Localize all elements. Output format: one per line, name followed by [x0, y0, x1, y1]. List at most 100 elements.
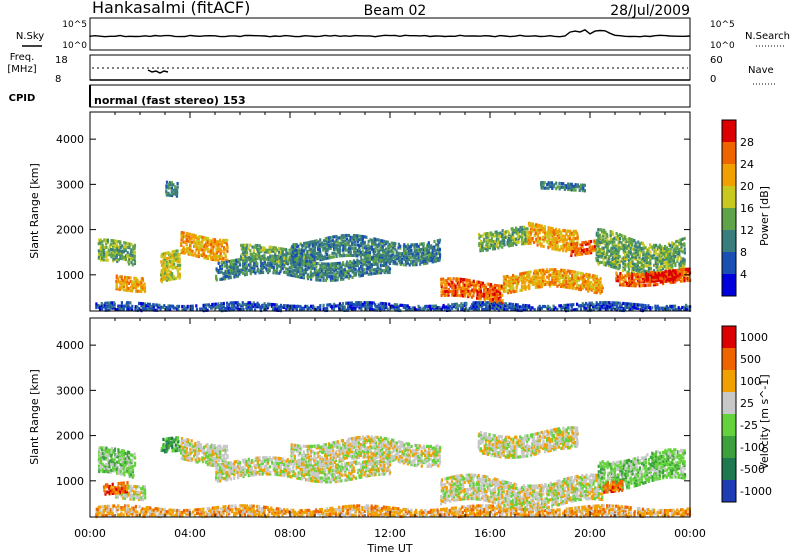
power-echo-cell [452, 304, 455, 308]
power-echo-cell [244, 249, 247, 253]
power-echo-cell [126, 308, 129, 312]
power-echo-cell [546, 306, 549, 310]
power-echo-cell [620, 257, 623, 261]
power-echo-cell [159, 307, 162, 311]
power-echo-cell [431, 249, 434, 253]
power-echo-cell [483, 239, 486, 243]
power-echo-cell [299, 275, 302, 279]
power-echo-cell [113, 248, 116, 252]
power-echo-cell [226, 301, 229, 305]
power-echo-cell [481, 294, 484, 298]
power-echo-cell [147, 304, 150, 308]
power-cells [95, 180, 692, 313]
power-echo-cell [258, 256, 261, 261]
power-echo-cell [160, 271, 163, 275]
power-echo-cell [561, 275, 564, 280]
power-echo-cell [556, 235, 559, 239]
power-echo-cell [295, 269, 298, 273]
power-echo-cell [331, 304, 334, 308]
power-echo-cell [497, 246, 500, 250]
power-echo-cell [405, 261, 408, 265]
power-echo-cell [297, 269, 300, 273]
power-echo-cell [523, 225, 526, 229]
power-echo-cell [583, 285, 586, 289]
power-echo-cell [340, 307, 343, 311]
power-echo-cell [193, 239, 196, 243]
power-echo-cell [629, 274, 632, 278]
power-echo-cell [265, 250, 268, 254]
power-echo-cell [400, 257, 403, 261]
power-echo-cell [469, 291, 472, 295]
power-echo-cell [550, 183, 553, 187]
power-echo-cell [201, 235, 204, 239]
power-echo-cell [390, 245, 393, 249]
power-echo-cell [542, 244, 545, 248]
power-echo-cell [402, 252, 405, 256]
power-echo-cell [328, 239, 331, 244]
power-echo-cell [131, 308, 134, 312]
power-echo-cell [128, 244, 131, 248]
power-echo-cell [357, 272, 361, 276]
power-echo-cell [353, 262, 356, 266]
power-echo-cell [294, 272, 297, 276]
power-echo-cell [363, 268, 366, 272]
power-echo-cell [683, 279, 686, 283]
power-echo-cell [117, 252, 120, 256]
power-echo-cell [613, 243, 616, 247]
power-echo-cell [101, 256, 104, 260]
power-echo-cell [340, 236, 343, 240]
power-echo-cell [124, 247, 127, 251]
power-echo-cell [667, 255, 670, 259]
power-echo-cell [541, 181, 544, 185]
power-echo-cell [677, 250, 680, 254]
power-echo-cell [479, 241, 483, 245]
power-echo-cell [236, 271, 239, 275]
power-echo-cell [271, 254, 274, 259]
power-echo-cell [586, 242, 589, 246]
power-echo-cell [253, 260, 256, 264]
power-echo-cell [561, 285, 564, 289]
power-echo-cell [156, 308, 159, 312]
power-echo-cell [274, 260, 277, 264]
power-echo-cell [431, 256, 434, 260]
power-echo-cell [628, 237, 631, 241]
power-echo-cell [422, 260, 425, 264]
power-echo-cell [481, 301, 484, 305]
power-echo-cell [656, 263, 659, 267]
power-echo-cell [317, 262, 320, 266]
power-echo-cell [552, 241, 555, 245]
power-echo-cell [365, 248, 368, 252]
power-echo-cell [299, 251, 302, 255]
power-echo-cell [284, 304, 287, 308]
power-echo-cell [409, 259, 412, 263]
power-echo-cell [492, 301, 495, 305]
power-echo-cell [658, 245, 661, 249]
power-echo-cell [515, 285, 518, 290]
power-echo-cell [487, 235, 490, 239]
power-echo-cell [296, 259, 299, 263]
power-echo-cell [522, 279, 525, 283]
power-echo-cell [309, 270, 312, 274]
power-echo-cell [640, 308, 643, 312]
power-echo-cell [208, 239, 211, 243]
power-echo-cell [304, 247, 307, 251]
power-echo-cell [136, 308, 139, 312]
power-echo-cell [315, 255, 318, 259]
power-echo-cell [170, 261, 173, 265]
power-echo-cell [233, 269, 236, 274]
power-echo-cell [660, 258, 663, 262]
power-echo-cell [233, 268, 236, 272]
power-echo-cell [451, 303, 454, 307]
power-echo-cell [485, 296, 488, 300]
power-echo-cell [275, 264, 278, 268]
power-echo-cell [390, 304, 393, 308]
power-echo-cell [486, 282, 489, 286]
power-echo-cell [438, 258, 441, 262]
power-echo-cell [120, 277, 123, 281]
power-echo-cell [363, 240, 366, 244]
power-echo-cell [529, 227, 532, 231]
power-echo-cell [293, 259, 297, 263]
power-echo-cell [321, 275, 324, 279]
power-echo-cell [136, 305, 139, 309]
power-echo-cell [575, 242, 579, 246]
